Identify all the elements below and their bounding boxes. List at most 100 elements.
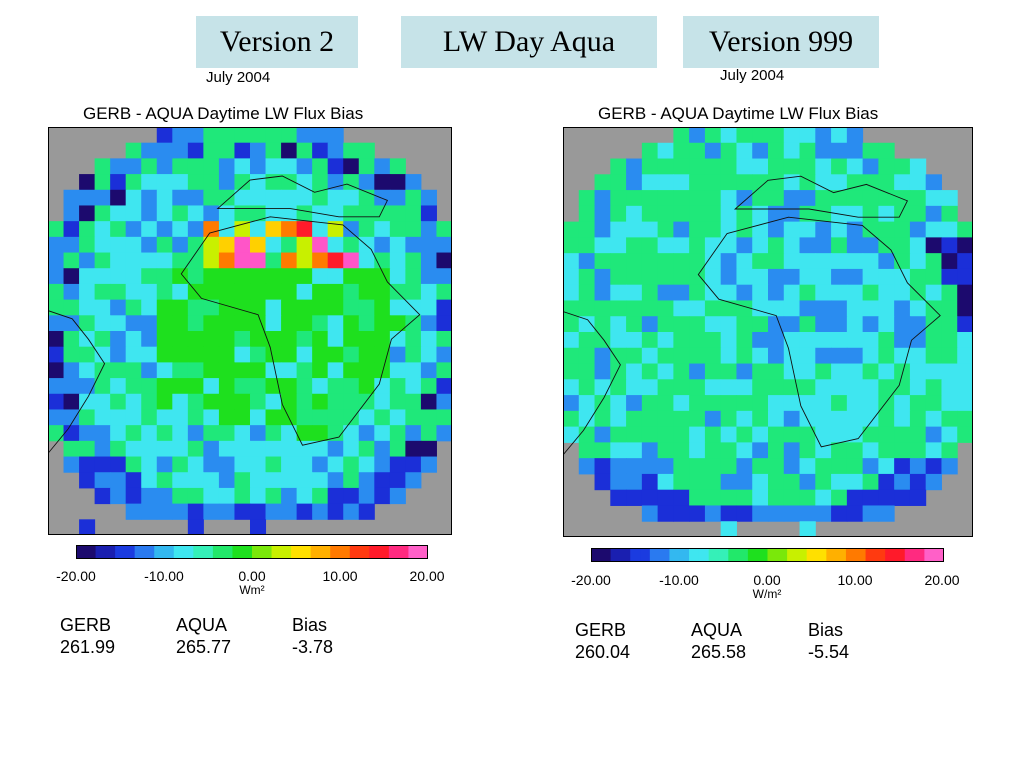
colorbar-unit: Wm² [239,583,265,597]
map-cell [265,299,282,316]
map-cell [641,489,659,506]
colorbar-svg [591,548,945,562]
map-cell [63,205,80,222]
map-cell [281,268,298,285]
map-cell [768,284,785,301]
map-cell [578,379,596,396]
flux-bias-map [48,127,452,535]
map-cell [799,426,816,443]
map-cell [909,489,927,506]
map-cell [610,284,627,301]
map-cell [704,158,722,175]
map-cell [48,268,65,285]
map-cell [374,456,391,473]
map-cell [894,489,911,506]
map-cell [218,158,235,175]
map-cell [799,332,816,349]
map-cell [578,363,596,380]
map-cell [720,300,737,317]
map-cell [327,362,344,379]
map-cell [673,190,690,207]
map-cell [187,189,204,206]
map-cell [141,299,158,316]
colorbar-cell [76,545,87,559]
map-cell [94,487,111,505]
map-cell [704,268,722,286]
map-cell [657,205,674,223]
map-cell [831,174,848,191]
map-cell [358,456,375,473]
map-cell [610,237,627,254]
map-cell [831,253,848,270]
map-cell [783,473,801,491]
colorbar-cell [630,548,641,562]
map-cell [799,379,816,396]
map-cell [94,346,111,363]
map-cell [48,393,65,410]
map-cell [327,221,344,238]
map-cell [187,315,204,332]
map-cell [752,505,769,522]
map-cell [203,440,220,458]
map-cell [141,472,158,489]
map-cell [610,332,627,349]
map-cell [941,458,958,475]
map-cell [218,393,235,410]
map-cell [626,190,643,207]
map-cell [234,127,251,144]
map-cell [141,174,158,191]
map-cell [736,347,753,365]
map-cell [218,362,235,379]
map-cell [343,472,360,489]
map-cell [405,205,422,222]
map-cell [389,393,406,410]
map-cell [374,472,391,489]
map-cell [673,473,690,491]
map-cell [862,426,879,443]
map-cell [925,332,942,349]
map-cell [673,363,690,380]
map-cell [783,379,801,396]
map-cell [187,236,204,254]
map-cell [203,236,220,254]
colorbar-cell [855,548,867,562]
map-cell [436,409,452,426]
map-cell [673,253,690,270]
map-cell [296,472,313,489]
map-cell [957,379,973,396]
map-cell [815,442,832,459]
map-cell [862,442,879,459]
map-cell [673,442,690,459]
map-cell [79,346,96,363]
colorbar-cell [164,545,175,559]
map-cell [296,299,313,316]
map-cell [578,395,596,412]
map-cell [296,127,313,144]
map-cell [389,299,406,316]
map-cell [878,174,895,191]
map-cell [736,473,753,491]
map-cell [657,316,674,333]
colorbar-cell [698,548,710,562]
map-cell [925,347,942,365]
map-cell [689,473,706,491]
map-cell [626,363,643,380]
map-cell [312,221,329,238]
colorbar-cell [904,548,916,562]
map-cell [218,205,235,222]
map-cell [156,268,173,285]
map-cell [436,393,452,410]
map-cell [815,190,832,207]
map-cell [94,205,111,222]
map-cell [673,379,690,396]
map-cell [436,346,452,363]
map-cell [389,362,406,379]
map-cell [909,174,927,191]
map-cell [374,158,391,175]
map-cell [831,332,848,349]
map-cell [862,395,879,412]
map-cell [641,347,659,365]
lw-day-aqua-header: LW Day Aqua [401,16,657,68]
map-cell [768,363,785,380]
map-cell [358,503,375,520]
